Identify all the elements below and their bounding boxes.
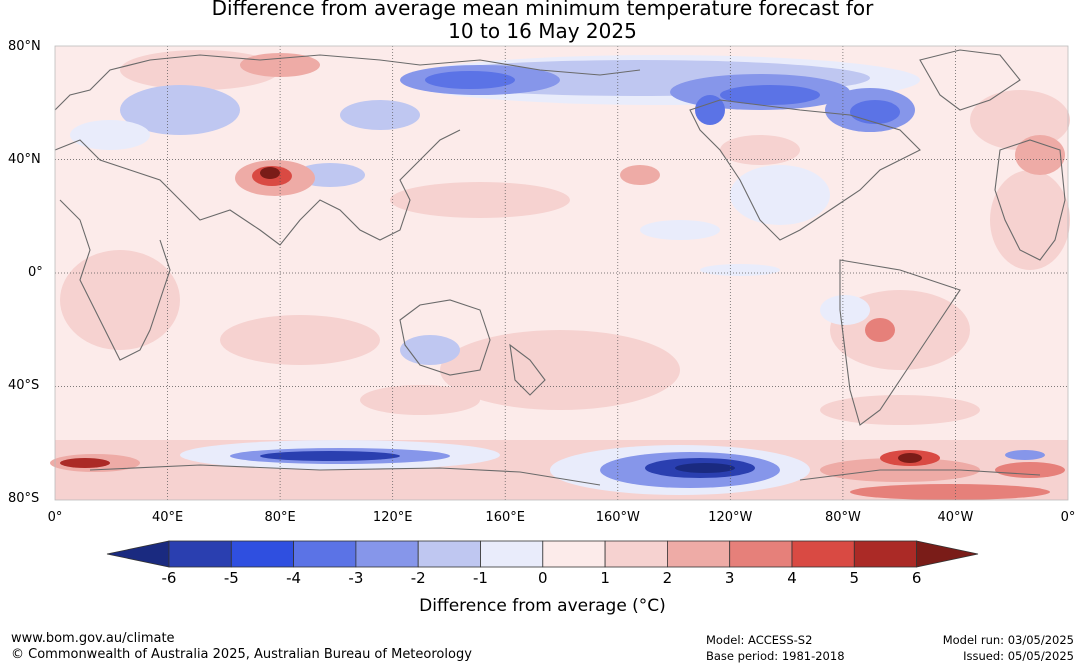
footer-model-run: Model run: 03/05/2025 <box>942 633 1074 647</box>
lat-label-0: 0° <box>28 265 43 280</box>
colorbar-tick: 3 <box>724 569 735 587</box>
colorbar-arrow-high <box>916 540 979 568</box>
footer-base-period: Base period: 1981-2018 <box>706 649 845 663</box>
colorbar-segment <box>168 540 232 568</box>
map-title: Difference from average mean minimum tem… <box>0 0 1085 43</box>
colorbar-tick: -2 <box>410 569 426 587</box>
colorbar-title: Difference from average (°C) <box>419 596 666 616</box>
colorbar-segment <box>417 540 481 568</box>
colorbar-segment <box>604 540 668 568</box>
lat-label-40n: 40°N <box>8 152 41 167</box>
colorbar-tick: -1 <box>473 569 488 587</box>
lon-label-40w: 40°W <box>937 510 974 525</box>
colorbar-tick: -6 <box>161 569 177 587</box>
colorbar-tick: 2 <box>662 569 673 587</box>
colorbar-segment <box>667 540 731 568</box>
lat-label-80s: 80°S <box>8 491 40 506</box>
colorbar-arrow-low <box>106 540 170 568</box>
title-line-2: 10 to 16 May 2025 <box>448 19 637 43</box>
colorbar-segment <box>230 540 295 568</box>
colorbar-segment <box>480 540 544 568</box>
colorbar-tick: -3 <box>348 569 364 587</box>
colorbar-tick: 0 <box>538 569 548 587</box>
colorbar-segment <box>791 540 855 568</box>
map-frame <box>54 45 1069 501</box>
anomaly-fields <box>50 50 1070 500</box>
colorbar-tick: -4 <box>286 569 302 587</box>
footer-website: www.bom.gov.au/climate <box>11 631 175 646</box>
lon-label-160w: 160°W <box>595 510 640 525</box>
lon-label-80w: 80°W <box>824 510 861 525</box>
gridlines <box>55 46 1068 500</box>
colorbar-tick: 4 <box>787 569 797 587</box>
lon-label-40e: 40°E <box>151 510 184 525</box>
colorbar <box>106 540 979 568</box>
lon-label-80e: 80°E <box>264 510 296 525</box>
colorbar-segment <box>853 540 917 568</box>
colorbar-segment <box>542 540 606 568</box>
title-line-1: Difference from average mean minimum tem… <box>211 0 874 20</box>
colorbar-tick: 1 <box>600 569 610 587</box>
footer-copyright: © Commonwealth of Australia 2025, Austra… <box>11 647 472 662</box>
footer-model: Model: ACCESS-S2 <box>706 633 813 647</box>
lat-label-40s: 40°S <box>8 378 40 393</box>
lon-label-120w: 120°W <box>708 510 753 525</box>
colorbar-tick: 5 <box>849 569 860 587</box>
coastlines <box>54 49 1066 486</box>
colorbar-tick: 6 <box>911 569 922 587</box>
lon-label-0: 0° <box>47 510 63 525</box>
colorbar-tick: -5 <box>223 569 239 587</box>
lon-label-120e: 120°E <box>372 510 413 525</box>
footer-issued: Issued: 05/05/2025 <box>963 649 1074 663</box>
lon-label-0-east: 0° <box>1060 510 1076 525</box>
colorbar-segment <box>729 540 793 568</box>
colorbar-segment <box>293 540 357 568</box>
lat-label-80n: 80°N <box>8 39 41 54</box>
lon-label-160e: 160°E <box>485 510 525 525</box>
colorbar-segment <box>355 540 419 568</box>
